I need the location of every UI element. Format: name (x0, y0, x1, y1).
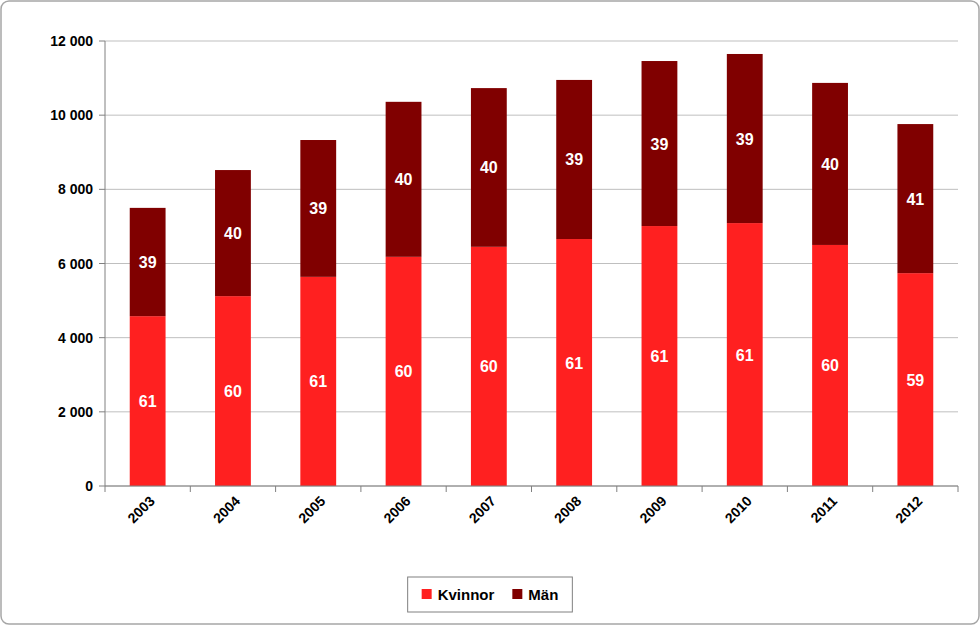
data-label: 61 (139, 393, 157, 410)
x-tick (105, 486, 106, 492)
y-tick-label: 10 000 (50, 107, 93, 123)
bar-segment (556, 239, 592, 486)
x-tick-label: 2010 (722, 493, 755, 526)
y-tick (99, 337, 105, 338)
data-label: 61 (309, 373, 327, 390)
x-tick (531, 486, 532, 492)
data-label: 61 (736, 347, 754, 364)
data-label: 40 (395, 171, 413, 188)
legend-swatch (422, 589, 432, 599)
x-tick-label: 2005 (295, 493, 328, 526)
legend-swatch (512, 589, 522, 599)
data-label: 39 (139, 254, 157, 271)
bar-segment (300, 140, 336, 277)
legend-label: Män (528, 586, 558, 603)
bar-segment (556, 80, 592, 239)
y-tick (99, 41, 105, 42)
bar-segment (386, 257, 422, 486)
bar-segment (812, 245, 848, 486)
bar-segment (727, 54, 763, 223)
data-label: 40 (224, 225, 242, 242)
data-label: 61 (651, 348, 669, 365)
bar-segment (130, 208, 166, 316)
x-tick-label: 2003 (124, 493, 157, 526)
bar-segment (215, 296, 251, 486)
data-label: 41 (906, 191, 924, 208)
x-tick-label: 2012 (892, 493, 925, 526)
data-label: 39 (309, 200, 327, 217)
bar-segment (386, 102, 422, 257)
chart: 0 2 000 4 000 6 000 8 000 10 000 12 000 61 39 60 4… (0, 0, 980, 625)
data-label: 40 (821, 156, 839, 173)
bar-segment (642, 226, 678, 486)
data-label: 39 (565, 151, 583, 168)
x-tick (702, 486, 703, 492)
data-label: 40 (480, 159, 498, 176)
data-label: 60 (395, 363, 413, 380)
bar-segment (215, 170, 251, 296)
x-axis: 2003 2004 2005 2006 2007 2008 2009 2010 2011 2012 (105, 486, 958, 526)
y-tick-label: 8 000 (58, 181, 93, 197)
data-label: 60 (480, 358, 498, 375)
x-tick (787, 486, 788, 492)
x-tick (616, 486, 617, 492)
y-axis-line (105, 41, 106, 486)
y-tick-label: 12 000 (50, 33, 93, 49)
bar-segment (812, 83, 848, 245)
legend: Kvinnor Män (408, 577, 573, 612)
x-tick-label: 2007 (466, 493, 499, 526)
data-label: 61 (565, 355, 583, 372)
data-label: 60 (821, 357, 839, 374)
y-tick (99, 486, 105, 487)
x-tick (190, 486, 191, 492)
data-label: 59 (906, 372, 924, 389)
y-axis: 0 2 000 4 000 6 000 8 000 10 000 12 000 (50, 33, 958, 494)
x-tick (872, 486, 873, 492)
bar-segment (897, 273, 933, 486)
bars (130, 54, 934, 486)
bar-segment (471, 88, 507, 247)
grid-line (105, 41, 958, 42)
x-tick (446, 486, 447, 492)
y-tick-label: 4 000 (58, 330, 93, 346)
y-tick (99, 263, 105, 264)
data-label: 39 (736, 131, 754, 148)
data-label: 39 (651, 136, 669, 153)
x-tick-label: 2011 (807, 493, 840, 526)
chart-frame (1, 1, 979, 624)
x-tick-label: 2008 (551, 493, 584, 526)
legend-box (408, 577, 573, 612)
x-tick (360, 486, 361, 492)
y-tick (99, 189, 105, 190)
x-tick (275, 486, 276, 492)
bar-segment (727, 223, 763, 486)
bar-segment (300, 277, 336, 486)
bar-segment (642, 61, 678, 226)
x-tick (958, 486, 959, 492)
legend-label: Kvinnor (438, 586, 495, 603)
x-tick-label: 2009 (636, 493, 669, 526)
y-tick-label: 6 000 (58, 256, 93, 272)
bar-segment (897, 124, 933, 273)
y-tick (99, 115, 105, 116)
y-tick (99, 411, 105, 412)
x-tick-label: 2006 (380, 493, 413, 526)
bar-segment (130, 316, 166, 486)
x-tick-label: 2004 (210, 493, 243, 526)
data-label: 60 (224, 383, 242, 400)
bar-segment (471, 247, 507, 486)
y-tick-label: 2 000 (58, 404, 93, 420)
data-labels: 61 39 60 40 61 39 60 40 60 40 61 39 61 39 61 39 60 40 59 41 (139, 131, 925, 411)
y-tick-label: 0 (85, 478, 93, 494)
